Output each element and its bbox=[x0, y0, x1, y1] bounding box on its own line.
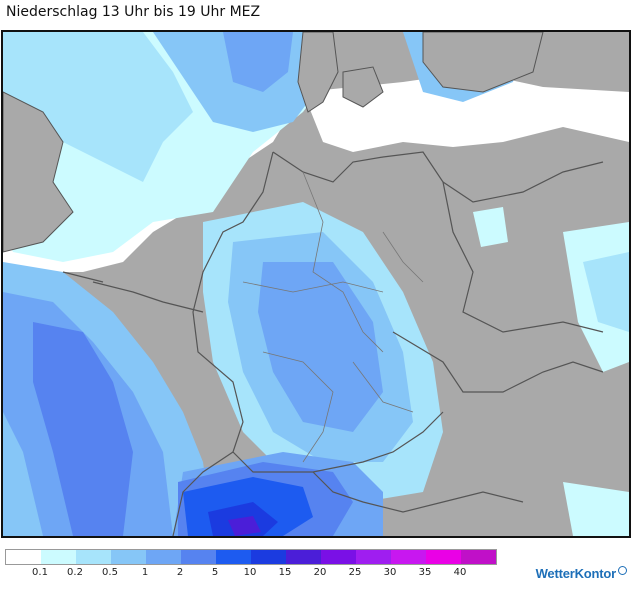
precip-5-west bbox=[33, 322, 133, 536]
legend-labels: 0.1 0.2 0.5 1 2 5 10 15 20 25 30 35 40 bbox=[5, 567, 505, 581]
precipitation-map bbox=[1, 30, 631, 538]
legend-swatch bbox=[76, 550, 111, 564]
precip-0.2-southeast bbox=[563, 482, 629, 536]
denmark-landmass bbox=[297, 32, 339, 113]
map-canvas bbox=[3, 32, 629, 536]
legend-swatch bbox=[356, 550, 391, 564]
logo-mark-icon bbox=[618, 566, 627, 575]
legend-swatch bbox=[181, 550, 216, 564]
legend-swatch bbox=[251, 550, 286, 564]
legend-label: 0.1 bbox=[32, 567, 48, 578]
baltic-sea bbox=[303, 72, 629, 152]
legend-swatch bbox=[41, 550, 76, 564]
precip-2-central bbox=[258, 262, 383, 432]
precip-0.2-poland bbox=[473, 207, 508, 247]
precip-0.5-east bbox=[583, 252, 629, 332]
legend-label: 0.5 bbox=[102, 567, 118, 578]
map-title: Niederschlag 13 Uhr bis 19 Uhr MEZ bbox=[6, 4, 261, 20]
legend-label: 0.2 bbox=[67, 567, 83, 578]
precip-2-north bbox=[223, 32, 293, 92]
borders bbox=[62, 151, 604, 536]
legend-label: 1 bbox=[141, 567, 149, 578]
legend-label: 30 bbox=[383, 567, 397, 578]
precip-0.5-nw bbox=[3, 32, 193, 182]
zealand-landmass bbox=[342, 66, 384, 108]
legend-label: 25 bbox=[348, 567, 362, 578]
logo-text: WetterKontor bbox=[535, 566, 617, 581]
legend-swatch bbox=[146, 550, 181, 564]
legend-label: 15 bbox=[278, 567, 292, 578]
uk-landmass bbox=[3, 91, 74, 253]
legend-label: 2 bbox=[176, 567, 184, 578]
legend-swatch bbox=[6, 550, 41, 564]
legend-swatch bbox=[426, 550, 461, 564]
legend-swatch bbox=[111, 550, 146, 564]
precipitation-legend bbox=[5, 549, 497, 565]
legend-swatch bbox=[321, 550, 356, 564]
legend-label: 10 bbox=[243, 567, 257, 578]
legend-label: 5 bbox=[211, 567, 219, 578]
legend-swatch bbox=[216, 550, 251, 564]
legend-swatch bbox=[391, 550, 426, 564]
legend-label: 35 bbox=[418, 567, 432, 578]
legend-swatch bbox=[461, 550, 496, 564]
precip-20-alps bbox=[228, 516, 261, 536]
legend-label: 20 bbox=[313, 567, 327, 578]
legend-swatch bbox=[286, 550, 321, 564]
sweden-landmass bbox=[422, 32, 544, 93]
state-borders bbox=[242, 171, 424, 463]
wetterkontor-logo[interactable]: WetterKontor bbox=[536, 566, 627, 581]
legend-label: 40 bbox=[453, 567, 467, 578]
